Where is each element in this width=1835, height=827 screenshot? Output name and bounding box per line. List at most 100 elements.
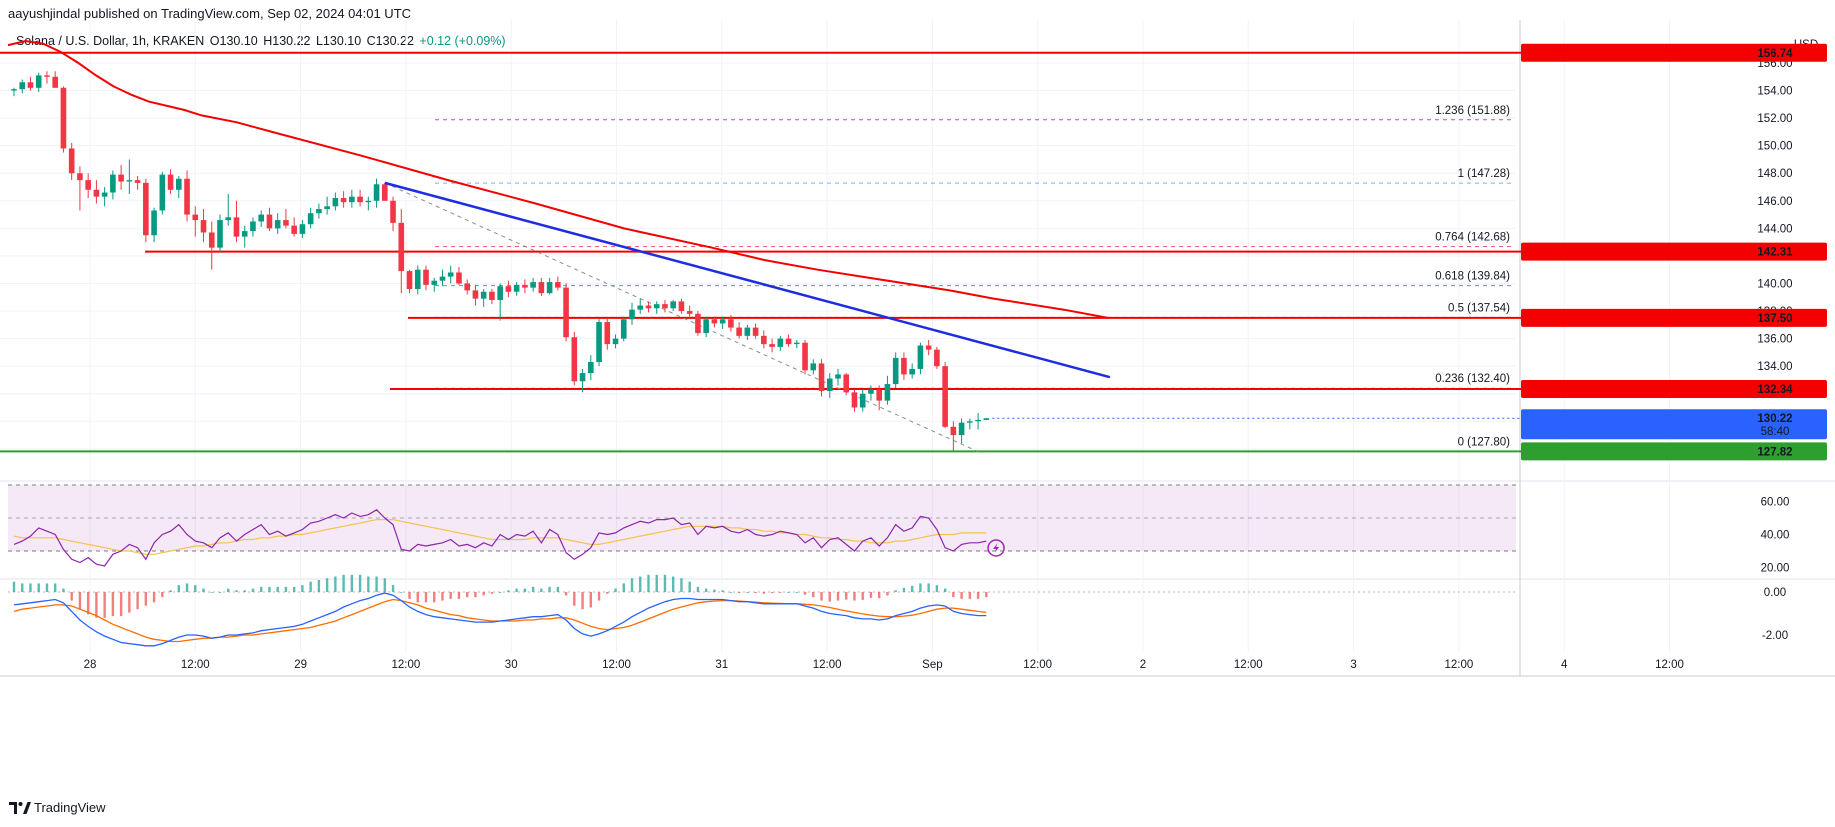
candle: [472, 284, 479, 306]
candle: [588, 355, 594, 380]
candle: [670, 300, 676, 312]
candle-body: [332, 198, 339, 207]
candle: [456, 266, 462, 285]
time-tick-label: 12:00: [1445, 659, 1474, 671]
macd-histogram-bar: [886, 592, 889, 596]
macd-histogram-bar: [144, 592, 148, 606]
tradingview-brand: TradingView: [34, 800, 106, 815]
macd-histogram-bar: [721, 590, 724, 592]
macd-histogram-bar: [935, 585, 939, 592]
candle: [480, 288, 487, 307]
candle: [637, 298, 644, 314]
candle: [686, 305, 693, 318]
candle-body: [85, 180, 91, 190]
candle: [777, 335, 784, 352]
candle: [406, 269, 413, 294]
candle-body: [414, 269, 421, 289]
time-tick-label: 4: [1561, 659, 1568, 671]
rsi-pane: [8, 484, 1516, 567]
macd-histogram-bar: [647, 574, 650, 592]
macd-histogram-bar: [581, 592, 584, 610]
macd-histogram-bar: [680, 578, 683, 592]
candle-body: [934, 349, 940, 367]
macd-histogram-bar: [284, 586, 288, 592]
candle: [489, 288, 495, 305]
candle: [241, 225, 248, 248]
candle: [934, 346, 940, 369]
candle: [563, 283, 569, 342]
macd-histogram-bar: [845, 592, 848, 600]
macd-histogram-bar: [531, 586, 535, 592]
candle: [967, 418, 973, 430]
candle: [909, 363, 915, 379]
macd-histogram-bar: [795, 592, 798, 593]
candle-body: [620, 319, 627, 339]
candle-body: [719, 319, 726, 324]
candle: [44, 71, 50, 84]
time-tick-label: 29: [294, 659, 307, 671]
candle-body: [299, 224, 306, 234]
candle-body: [390, 200, 396, 223]
macd-histogram-bar: [622, 583, 625, 592]
macd-histogram-bar: [704, 588, 708, 592]
candle: [258, 210, 264, 227]
candle-body: [612, 338, 619, 345]
candle: [653, 301, 660, 314]
macd-histogram-bar: [62, 588, 65, 592]
candle: [785, 334, 792, 347]
candle-body: [596, 322, 602, 363]
candle-body: [761, 335, 767, 345]
candle-body: [571, 337, 578, 382]
candle: [143, 178, 149, 243]
candle: [802, 339, 808, 375]
candle-body: [27, 82, 34, 88]
tradingview-logo[interactable]: TradingView: [9, 800, 106, 815]
candle-body: [241, 231, 248, 237]
symbol-name[interactable]: Solana / U.S. Dollar, 1h, KRAKEN: [16, 34, 205, 48]
macd-histogram-bar: [301, 585, 304, 592]
macd-histogram-bar: [968, 592, 972, 599]
candle: [917, 342, 924, 375]
macd-histogram-bar: [754, 592, 757, 594]
macd-histogram-bar: [606, 592, 609, 594]
macd-histogram-bar: [268, 586, 271, 592]
candle-body: [777, 338, 784, 347]
candle-body: [530, 282, 536, 288]
candle-body: [44, 75, 50, 77]
price-level-badge-label: 137.50: [1757, 313, 1792, 325]
candle-body: [736, 327, 742, 336]
candle: [678, 298, 685, 314]
price-tick-label: 134.00: [1757, 361, 1792, 373]
candle-body: [480, 291, 487, 299]
macd-histogram-bar: [952, 592, 955, 598]
candle: [497, 283, 503, 321]
candle: [464, 279, 470, 295]
last-price-value: 130.22: [1757, 413, 1792, 425]
candle: [851, 389, 858, 412]
candle-body: [11, 89, 17, 91]
macd-histogram-bar: [919, 583, 922, 592]
macd-histogram-bar: [960, 592, 963, 599]
candle: [794, 339, 800, 349]
time-tick-label: 12:00: [1655, 659, 1684, 671]
candle-body: [802, 342, 808, 371]
candle-body: [695, 313, 701, 334]
candle: [365, 196, 372, 211]
candle-body: [373, 184, 380, 201]
macd-histogram-bar: [779, 592, 782, 593]
ohlc-close: C130.22: [366, 34, 414, 48]
candle-body: [52, 76, 58, 88]
macd-histogram-bar: [70, 592, 73, 601]
candle: [522, 279, 528, 294]
macd-histogram-bar: [350, 574, 354, 592]
candle: [307, 207, 314, 229]
macd-histogram-bar: [177, 585, 180, 592]
candle: [728, 315, 734, 332]
macd-histogram-bar: [639, 576, 642, 592]
candle: [810, 359, 817, 375]
candle-body: [950, 426, 957, 436]
candle: [555, 276, 561, 291]
macd-histogram-bar: [976, 592, 980, 599]
macd-histogram-bar: [383, 578, 386, 592]
